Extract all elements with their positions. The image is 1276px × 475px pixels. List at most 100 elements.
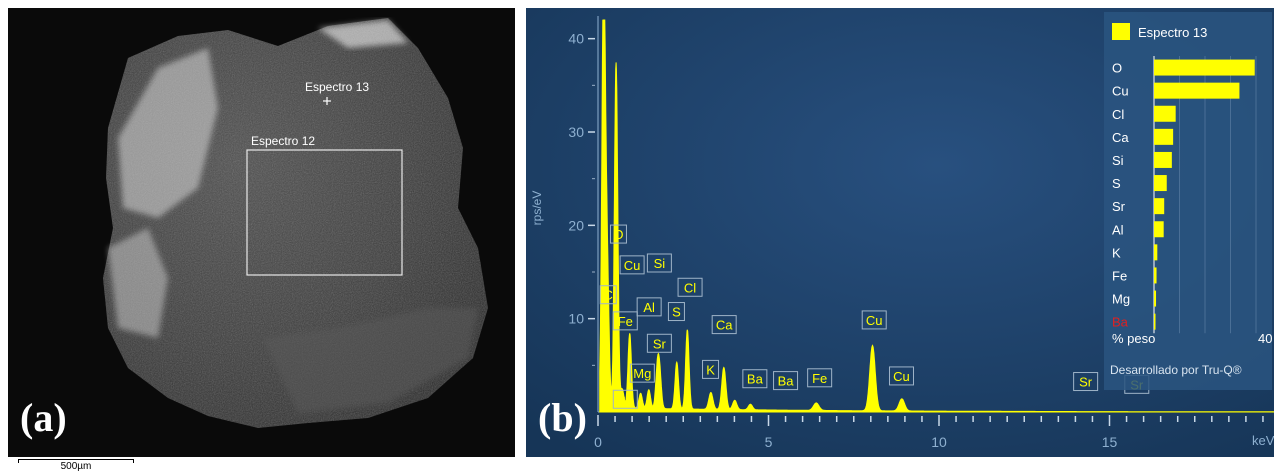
peak-label-box [609,224,627,244]
bright-edge-upper [118,48,218,218]
legend-composition-bar [1154,105,1176,122]
legend-composition-bar [1154,267,1157,284]
peak-label-box [677,277,703,297]
peak-label: Fe [618,314,633,329]
scale-bar-tick-left [18,459,19,463]
peak-label-box [773,371,799,391]
scale-bar-tick-right [133,459,134,463]
eds-spectrum-panel: 10 20 30 40 0 5 10 15 O Cu Si C Fe Al S Cl Sr Ca Mg K Ba Ba B… [526,8,1274,457]
legend-element-label: Cu [1112,84,1129,99]
x-tick-label: 5 [765,434,773,450]
y-axis-label: rps/eV [530,191,544,226]
peak-label-box [612,311,638,331]
spectrum-series-line [599,19,1274,413]
panel-letter-a: (a) [20,395,67,440]
legend-composition-bar [1154,175,1167,192]
composition-bars: O Cu Cl Ca Si S Sr Al K Fe Mg Ba [1112,56,1257,334]
peak-label: Sr [653,336,667,351]
peak-label: Cl [684,280,696,295]
legend-element-label: Ca [1112,130,1129,145]
element-peak-labels: OCuSiCFeAlSClSrCaMgKBaBaBaFeCuCuSrSr [599,224,1150,409]
peak-label-box [599,285,617,305]
bright-edge-top [318,20,408,48]
peak-label-box [888,366,914,386]
x-tick-label: 15 [1102,434,1118,450]
peak-label-box [807,368,833,388]
legend-element-label: Si [1112,153,1124,168]
y-tick-label: 10 [568,311,584,327]
legend-composition-bar [1154,59,1255,76]
peak-label-box [861,310,887,330]
y-tick-label: 20 [568,217,584,233]
peak-label: O [613,227,623,242]
peak-label: Ca [716,318,733,333]
bright-edge-lower [108,228,168,338]
legend-composition-bar [1154,221,1164,238]
x-tick-label: 10 [931,434,947,450]
legend-element-label: Mg [1112,292,1130,307]
peak-label: C [604,288,613,303]
legend-element-label: Fe [1112,268,1127,283]
peak-label: Mg [633,366,651,381]
sem-micrograph [103,18,488,428]
peak-label: Cu [624,258,641,273]
legend-element-label: K [1112,245,1121,260]
peak-label-box [612,389,638,409]
legend-element-label: Ba [1112,315,1129,330]
peak-label-box [711,315,737,335]
peak-label-box [1073,372,1099,392]
legend-element-label: Sr [1112,199,1126,214]
spectrum-tick-labels: 10 20 30 40 0 5 10 15 [568,31,1117,450]
x-tick-label: 0 [594,434,602,450]
spectrum-13-label: Espectro 13 [305,80,370,94]
composition-legend: Espectro 13 O Cu Cl Ca Si S Sr Al K Fe Mg Ba % peso… [1104,12,1272,390]
lower-ridge [263,308,478,413]
legend-credit: Desarrollado por Tru-Q® [1110,363,1242,377]
peak-label-box [702,359,720,379]
peak-label: Cu [866,313,883,328]
scale-bar-label: 500µm [60,461,92,472]
peak-label: Al [643,300,655,315]
peak-label: Ba [778,374,795,389]
peak-label-box [646,253,672,273]
peak-label: Sr [1079,375,1093,390]
panel-letter-b: (b) [538,395,587,440]
legend-swatch [1112,23,1130,40]
peak-label: S [672,305,681,320]
peak-label: Ba [747,372,764,387]
scale-bar: 500µm [18,459,134,473]
peak-label-box [629,363,655,383]
legend-composition-bar [1154,151,1172,168]
peak-label: Fe [812,371,827,386]
sem-image-panel: Espectro 13 Espectro 12 (a) [8,8,515,457]
y-tick-label: 30 [568,124,584,140]
peak-label-box [646,333,672,353]
peak-label: Ba [617,392,634,407]
scale-bar-line [18,459,134,460]
legend-element-label: O [1112,61,1122,76]
peak-label-box [636,297,662,317]
peak-label-box [619,255,645,275]
legend-composition-bar [1154,290,1157,307]
legend-element-label: S [1112,176,1121,191]
peak-label-box [742,369,768,389]
peak-label-box [667,302,685,322]
legend-series-name: Espectro 13 [1138,25,1207,40]
legend-composition-bar [1154,244,1158,261]
legend-element-label: Cl [1112,107,1124,122]
peak-label: Cu [893,369,910,384]
legend-axis-max: 40 [1258,331,1272,346]
legend-unit-label: % peso [1112,331,1155,346]
legend-composition-bar [1154,128,1174,145]
y-tick-label: 40 [568,31,584,47]
legend-composition-bar [1154,198,1165,215]
legend-element-label: Al [1112,222,1124,237]
spectrum-12-label: Espectro 12 [251,134,316,148]
x-axis-label: keV [1252,433,1274,448]
spectrum-area-box [246,149,403,276]
peak-label: Si [654,256,666,271]
peak-label: K [706,362,715,377]
legend-composition-bar [1154,82,1240,99]
legend-composition-bar [1154,313,1156,330]
